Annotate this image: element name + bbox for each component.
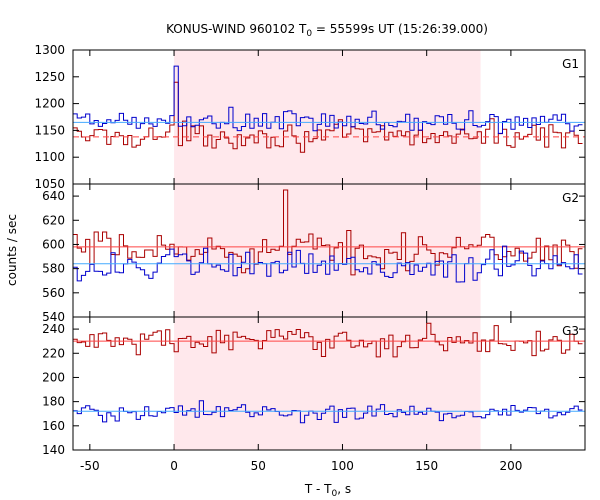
y-tick-label: 240: [42, 322, 65, 336]
panel-g2: 540 560 580 600 620 640 G2: [42, 183, 586, 324]
series-g2-2: [73, 245, 583, 283]
x-tick-label: 50: [251, 459, 266, 473]
xlabel-main: T - T: [304, 482, 332, 496]
x-tick-label: 200: [499, 459, 522, 473]
highlight-region: [174, 50, 481, 184]
series-g1-2: [73, 65, 583, 134]
x-axis: -50 0 50 100 150 200: [80, 459, 522, 473]
panels: 1050 1100 1150 1200 1250 1300 G1 540 560 580 600 62…: [34, 43, 586, 473]
y-tick-label: 200: [42, 370, 65, 384]
x-tick-label: 100: [331, 459, 354, 473]
y-tick-label: 600: [42, 237, 65, 251]
panel-label: G2: [562, 191, 579, 205]
series-g2-1: [73, 189, 583, 276]
y-tick-label: 140: [42, 443, 65, 457]
y-tick-label: 580: [42, 262, 65, 276]
y-tick-label: 640: [42, 189, 65, 203]
y-tick-label: 1300: [34, 43, 65, 57]
panel-g3: 140 160 180 200 220 240 G3: [42, 316, 586, 457]
x-axis-label: T - T0, s: [304, 482, 351, 499]
y-axis-label: counts / sec: [5, 214, 19, 286]
title-rest: = 55599s UT (15:26:39.000): [312, 22, 488, 36]
y-tick-label: 540: [42, 310, 65, 324]
title-main: KONUS-WIND 960102 T: [166, 22, 307, 36]
panel-g1: 1050 1100 1150 1200 1250 1300 G1: [34, 43, 586, 191]
y-tick-label: 1050: [34, 177, 65, 191]
panel-label: G1: [562, 57, 579, 71]
series-g3-1: [73, 322, 583, 358]
highlight-region: [174, 184, 481, 317]
y-tick-label: 180: [42, 395, 65, 409]
x-tick-label: 0: [170, 459, 178, 473]
y-tick-label: 1200: [34, 97, 65, 111]
y-tick-label: 1100: [34, 150, 65, 164]
panel-frame: [72, 316, 586, 451]
x-tick-label: 150: [415, 459, 438, 473]
y-tick-label: 1250: [34, 70, 65, 84]
y-tick-label: 620: [42, 213, 65, 227]
x-tick-label: -50: [80, 459, 100, 473]
xlabel-rest: , s: [337, 482, 351, 496]
panel-label: G3: [562, 324, 579, 338]
y-tick-label: 1150: [34, 123, 65, 137]
xlabel-subscript: 0: [332, 489, 338, 499]
y-tick-label: 560: [42, 286, 65, 300]
title-subscript: 0: [306, 29, 312, 39]
chart-title: KONUS-WIND 960102 T0 = 55599s UT (15:26:…: [166, 22, 488, 39]
y-tick-label: 220: [42, 346, 65, 360]
y-tick-label: 160: [42, 419, 65, 433]
